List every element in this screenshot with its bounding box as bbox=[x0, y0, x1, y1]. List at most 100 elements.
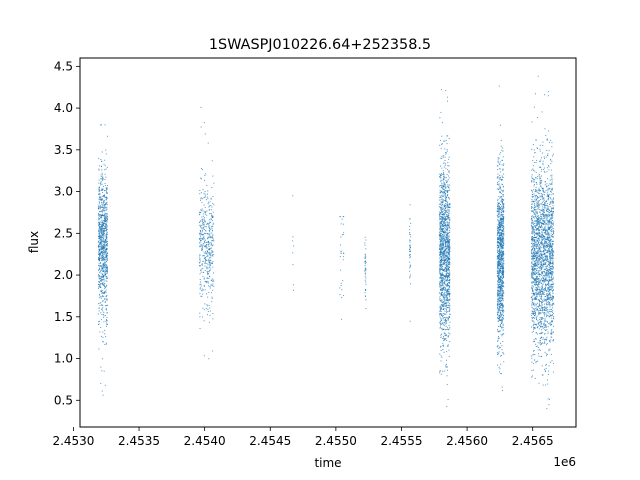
data-point bbox=[544, 368, 546, 370]
data-point bbox=[103, 247, 105, 249]
data-point bbox=[99, 237, 101, 239]
data-point bbox=[446, 266, 448, 268]
data-point bbox=[102, 208, 104, 210]
data-point bbox=[100, 283, 102, 285]
data-point bbox=[101, 313, 103, 315]
data-point bbox=[101, 251, 103, 252]
data-point bbox=[534, 268, 536, 270]
data-point bbox=[443, 257, 445, 259]
data-point bbox=[105, 254, 107, 256]
data-point bbox=[439, 206, 441, 208]
data-point bbox=[551, 188, 553, 190]
data-point bbox=[444, 313, 445, 315]
data-point bbox=[448, 236, 450, 238]
data-point bbox=[202, 255, 204, 257]
data-point bbox=[444, 298, 446, 300]
data-point bbox=[210, 197, 212, 199]
data-point bbox=[106, 188, 108, 190]
data-point bbox=[499, 296, 501, 298]
data-point bbox=[540, 297, 542, 299]
data-point bbox=[439, 228, 441, 230]
data-point bbox=[365, 281, 367, 283]
data-point bbox=[502, 265, 504, 267]
data-point bbox=[502, 204, 504, 206]
data-point bbox=[439, 283, 441, 285]
data-point bbox=[106, 221, 108, 223]
data-point bbox=[442, 269, 444, 271]
data-point bbox=[448, 156, 450, 158]
data-point bbox=[442, 200, 444, 202]
data-point bbox=[341, 289, 343, 291]
data-point bbox=[439, 214, 441, 216]
data-point bbox=[447, 319, 449, 321]
data-point bbox=[208, 225, 210, 227]
data-point bbox=[201, 178, 202, 180]
data-point bbox=[439, 353, 441, 355]
data-point bbox=[105, 168, 107, 170]
data-point bbox=[541, 238, 543, 240]
data-point bbox=[201, 229, 203, 231]
data-point bbox=[544, 249, 546, 251]
data-point bbox=[539, 341, 541, 343]
data-point bbox=[500, 226, 502, 227]
data-point bbox=[441, 207, 443, 209]
data-point bbox=[103, 210, 105, 212]
data-point bbox=[542, 254, 544, 255]
data-point bbox=[100, 221, 102, 223]
data-point bbox=[365, 268, 367, 270]
data-point bbox=[445, 180, 447, 182]
data-point bbox=[447, 335, 449, 337]
data-point bbox=[99, 252, 101, 254]
data-point bbox=[98, 278, 100, 280]
data-point bbox=[98, 242, 100, 244]
data-point bbox=[538, 206, 540, 208]
data-point bbox=[209, 229, 211, 231]
data-point bbox=[445, 198, 447, 200]
data-point bbox=[200, 177, 202, 179]
data-point bbox=[499, 280, 501, 282]
data-point bbox=[100, 231, 102, 233]
data-point bbox=[501, 355, 502, 357]
data-point bbox=[449, 279, 451, 281]
data-point bbox=[105, 325, 107, 327]
data-point bbox=[552, 224, 554, 226]
data-point bbox=[541, 286, 543, 288]
data-point bbox=[546, 224, 548, 226]
data-point bbox=[535, 232, 537, 234]
data-point bbox=[543, 322, 545, 324]
data-point bbox=[213, 182, 215, 184]
data-point bbox=[442, 316, 444, 318]
data-point bbox=[502, 218, 504, 220]
data-point bbox=[500, 281, 502, 283]
data-point bbox=[439, 246, 441, 248]
data-point bbox=[532, 209, 534, 211]
data-point bbox=[537, 251, 539, 253]
data-point bbox=[444, 302, 446, 304]
data-point bbox=[540, 170, 542, 172]
data-point bbox=[212, 239, 214, 241]
data-point bbox=[443, 221, 445, 223]
data-point bbox=[497, 271, 499, 273]
data-point bbox=[449, 253, 451, 255]
data-point bbox=[539, 183, 541, 185]
data-point bbox=[442, 186, 444, 188]
data-point bbox=[448, 243, 450, 245]
data-point bbox=[499, 253, 501, 255]
data-point bbox=[204, 245, 206, 247]
data-point bbox=[446, 242, 448, 244]
data-point bbox=[100, 211, 102, 213]
data-point bbox=[444, 216, 446, 218]
data-point bbox=[448, 328, 450, 330]
data-point bbox=[502, 266, 504, 268]
data-point bbox=[211, 285, 213, 287]
data-point bbox=[440, 249, 442, 251]
data-point bbox=[498, 228, 500, 230]
data-point bbox=[533, 338, 535, 340]
data-point bbox=[99, 278, 101, 280]
data-point bbox=[498, 235, 500, 237]
data-point bbox=[440, 239, 442, 241]
data-point bbox=[106, 254, 108, 256]
data-point bbox=[543, 168, 545, 170]
data-point bbox=[447, 165, 449, 167]
data-point bbox=[499, 311, 501, 313]
